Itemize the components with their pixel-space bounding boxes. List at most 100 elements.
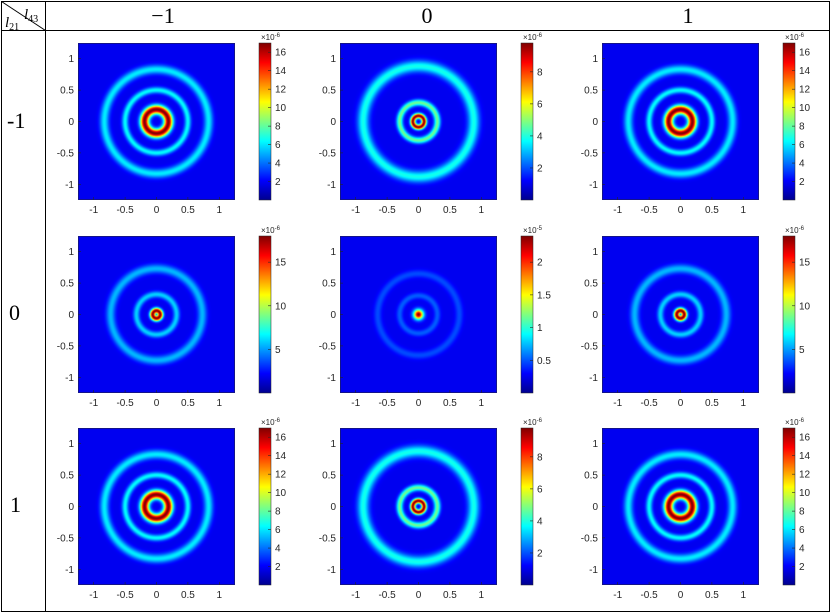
colorbar-tick-label: 4 [275,544,281,555]
colorbar-tick-label: 5 [799,345,805,356]
x-tick-label: -1 [351,205,360,216]
heatmap-image [78,43,235,200]
y-tick-label: -0.5 [581,341,599,352]
y-tick-label: 0 [592,502,598,513]
colorbar-exponent: ×10-6 [261,226,281,235]
x-tick-label: -0.5 [116,398,134,409]
y-tick-label: 1 [592,247,598,258]
y-tick-label: -0.5 [319,341,337,352]
colorbar-tick-label: 12 [799,470,811,481]
colorbar-tick-label: 10 [275,103,287,114]
x-tick-label: 0.5 [443,590,457,601]
y-tick-label: 0.5 [60,471,74,482]
colorbar-exponent: ×10-6 [261,33,281,42]
colorbar [258,427,272,586]
y-tick-label: 0.5 [322,86,336,97]
heatmap-image [340,428,497,585]
colorbar-tick-label: 8 [799,122,805,133]
column-header-2: 0 [422,3,433,28]
colorbar-exponent: ×10-5 [523,226,543,235]
colorbar-tick-label: 6 [537,99,543,110]
colorbar-tick-label: 10 [799,301,811,312]
x-tick-label: -1 [351,398,360,409]
x-tick-label: -0.5 [378,398,396,409]
y-tick-label: 0 [330,502,336,513]
colorbar-tick-label: 6 [275,140,281,151]
y-tick-label: -1 [65,373,74,384]
colorbar-tick-label: 16 [275,433,287,444]
x-tick-label: 0.5 [181,590,195,601]
y-tick-label: -0.5 [581,533,599,544]
colorbar-exponent: ×10-6 [523,418,543,427]
y-tick-label: 1 [592,54,598,65]
heatmap-image [78,428,235,585]
x-tick-label: -0.5 [640,398,658,409]
colorbar-tick-label: 4 [537,131,543,142]
y-tick-label: 1 [330,439,336,450]
y-tick-label: 0 [330,310,336,321]
y-tick-label: 1 [68,54,74,65]
heatmap-panel: -1 -0.5 0 0.5 1 1 0.5 0 -0.5 -1 16 14 12 10 8 6 4 2 ×10-6 [57,33,287,216]
y-tick-label: -0.5 [319,148,337,159]
colorbar-tick-label: 16 [275,48,287,59]
x-tick-label: 0.5 [181,205,195,216]
heatmap-panel: -1 -0.5 0 0.5 1 1 0.5 0 -0.5 -1 2 1.5 1 0.5 ×10-5 [319,226,552,409]
x-tick-label: 0 [416,205,422,216]
colorbar-exponent: ×10-6 [785,418,805,427]
x-tick-label: -0.5 [640,590,658,601]
column-header-1: −1 [151,3,174,28]
colorbar-tick-label: 10 [275,488,287,499]
x-tick-label: -1 [613,398,622,409]
x-tick-label: 1 [217,205,223,216]
colorbar-tick-label: 2 [537,258,543,269]
colorbar-tick-label: 2 [799,562,805,573]
x-tick-label: -1 [613,205,622,216]
x-tick-label: -1 [89,398,98,409]
y-tick-label: 0.5 [322,471,336,482]
x-tick-label: -0.5 [116,590,134,601]
y-tick-label: 1 [330,247,336,258]
x-tick-label: -0.5 [378,205,396,216]
heatmap-image [340,236,497,393]
colorbar-tick-label: 15 [275,258,287,269]
x-tick-label: 0 [678,590,684,601]
colorbar-tick-label: 2 [275,177,281,188]
corner-diagonal [1,1,46,31]
y-tick-label: 0 [68,310,74,321]
heatmap-image [602,43,759,200]
colorbar-tick-label: 6 [799,525,805,536]
colorbar-tick-label: 6 [537,484,543,495]
y-tick-label: 0 [592,310,598,321]
y-tick-label: -0.5 [57,148,75,159]
colorbar-tick-label: 0.5 [537,356,551,367]
colorbar-tick-label: 10 [275,301,287,312]
colorbar [782,427,796,586]
x-tick-label: 1 [741,398,747,409]
y-tick-label: -0.5 [581,148,599,159]
colorbar-tick-label: 1 [537,323,543,334]
x-tick-label: -1 [89,590,98,601]
colorbar-tick-label: 6 [799,140,805,151]
row-header-3: 1 [10,492,21,517]
y-tick-label: 0.5 [60,279,74,290]
heatmap-image [602,428,759,585]
y-tick-label: -0.5 [57,341,75,352]
y-tick-label: 1 [68,439,74,450]
colorbar-exponent: ×10-6 [523,33,543,42]
colorbar-tick-label: 14 [275,451,287,462]
x-tick-label: -1 [89,205,98,216]
colorbar [782,42,796,201]
corner-col-label: l43 [24,7,38,25]
colorbar-tick-label: 16 [799,433,811,444]
colorbar-tick-label: 14 [799,66,811,77]
column-header-3: 1 [683,3,694,28]
colorbar-tick-label: 8 [275,507,281,518]
x-tick-label: 0 [678,398,684,409]
colorbar [520,235,534,394]
x-tick-label: 1 [479,398,485,409]
x-tick-label: 0.5 [443,398,457,409]
y-tick-label: 0 [592,117,598,128]
x-tick-label: 0.5 [705,205,719,216]
y-tick-label: -1 [327,565,336,576]
